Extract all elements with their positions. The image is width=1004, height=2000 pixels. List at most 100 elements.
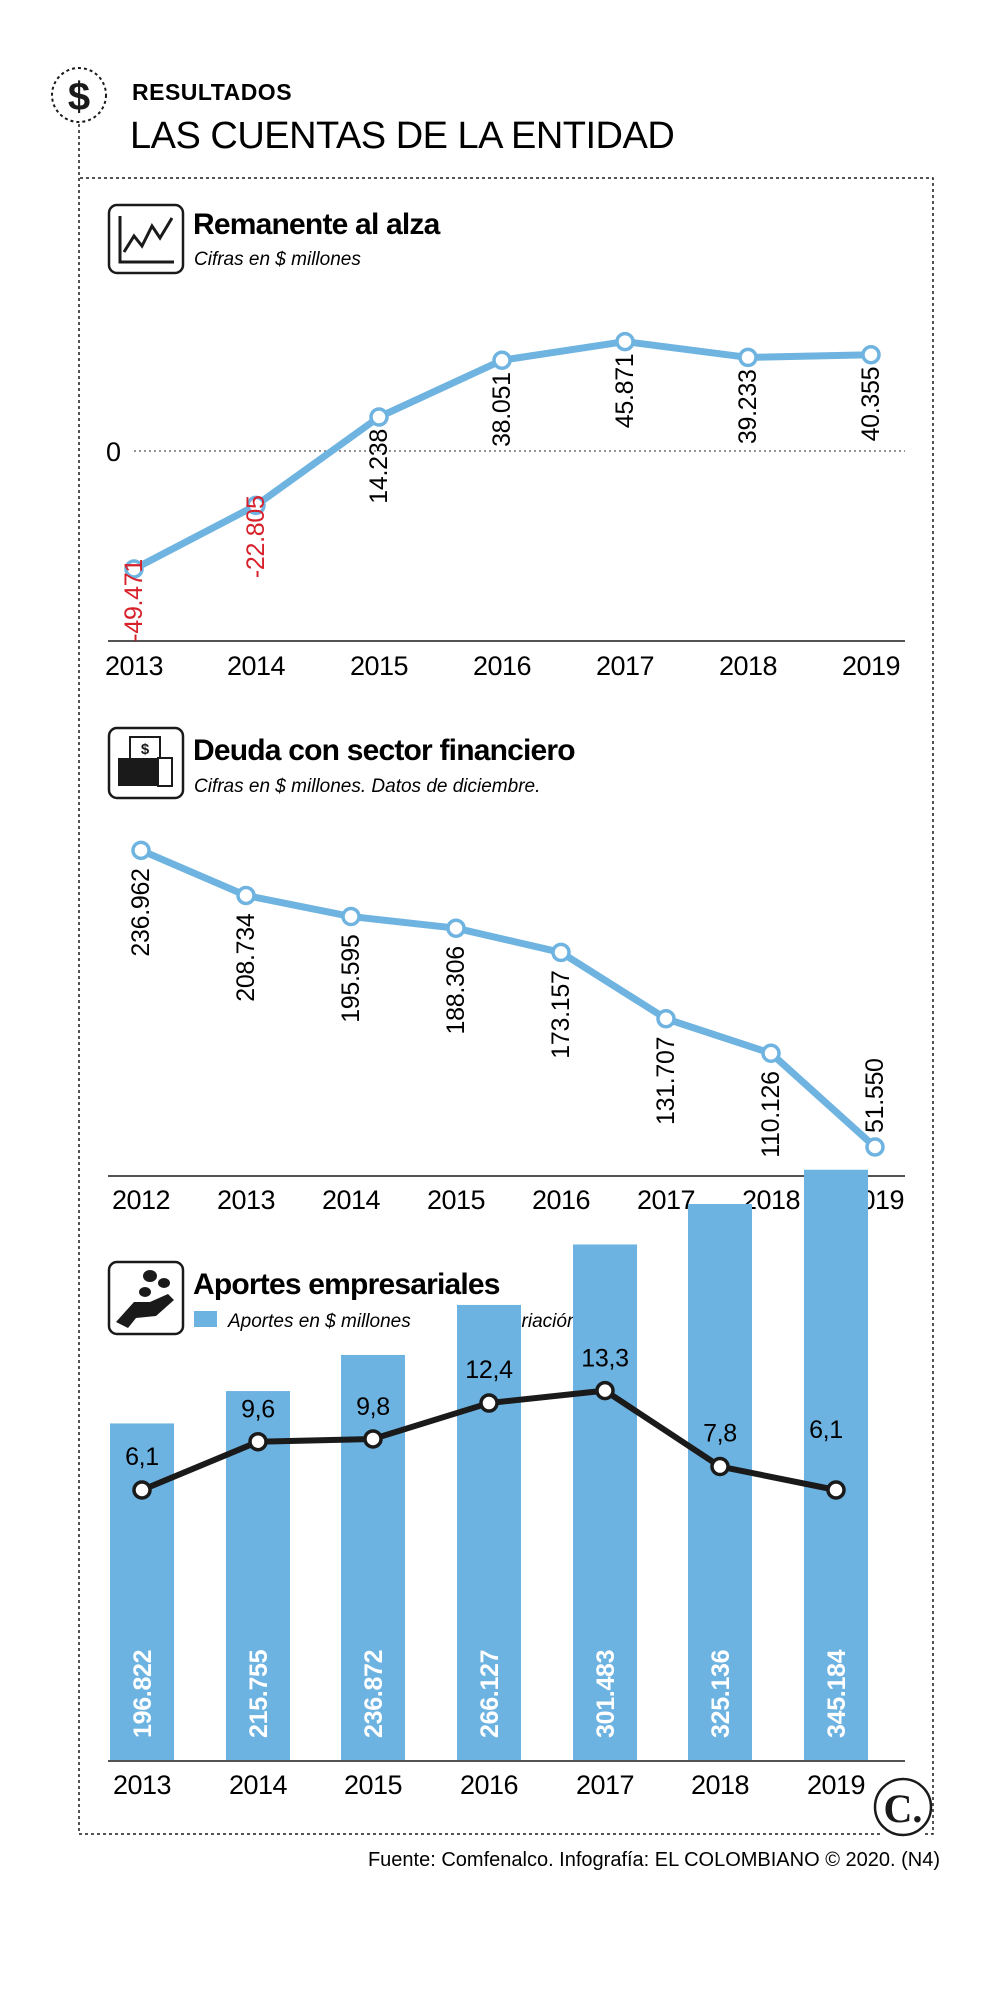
chart3-variation-point-2015 xyxy=(363,1429,383,1449)
chart1-value-label-2019: 40.355 xyxy=(857,367,885,442)
chart1-value-label-2014: -22.805 xyxy=(242,495,270,578)
chart3-variation-series xyxy=(132,1380,846,1500)
chart2-icon-box: $ xyxy=(107,726,185,800)
chart1-value-label-2018: 39.233 xyxy=(734,369,762,444)
chart2-x-axis: 2012 2013 2014 2015 2016 2017 2018 2019 xyxy=(112,1185,905,1215)
chart1-year-2018: 2018 xyxy=(719,651,777,681)
chart2-value-label-2015: 188.306 xyxy=(442,946,470,1034)
chart2-point-2017 xyxy=(656,1008,676,1029)
chart3-bar-label-2013: 196.822 xyxy=(129,1650,157,1738)
chart3-variation-point-2018 xyxy=(710,1456,730,1477)
chart3-year-2019: 2019 xyxy=(807,1770,865,1800)
chart2-point-2013 xyxy=(236,885,256,906)
chart3-variation-label-2017: 13,3 xyxy=(581,1345,628,1373)
dotted-frame xyxy=(78,124,934,1835)
chart1-point-2016 xyxy=(492,350,512,370)
chart1-series xyxy=(124,331,881,579)
chart1-point-2013 xyxy=(124,559,144,579)
chart3-legend: Aportes en $ millones Variación en % xyxy=(194,1311,626,1332)
chart3-year-2017: 2017 xyxy=(576,1770,634,1800)
chart2-subtitle: Cifras en $ millones. Datos de diciembre… xyxy=(194,776,540,797)
chart2-series xyxy=(131,840,885,1157)
chart3-bar-label-2018: 325.136 xyxy=(707,1650,735,1738)
chart1-point-2017 xyxy=(615,331,635,352)
chart3-variation-label-2015: 9,8 xyxy=(356,1393,390,1421)
chart2-value-label-2012: 236.962 xyxy=(127,868,155,956)
money-document-icon: $ xyxy=(118,736,173,787)
chart3-variation-point-2013 xyxy=(132,1480,152,1500)
chart3-title: Aportes empresariales xyxy=(193,1268,500,1301)
chart1-year-2017: 2017 xyxy=(596,651,654,681)
legend-bar-swatch xyxy=(194,1311,217,1327)
chart1-year-2019: 2019 xyxy=(842,651,900,681)
chart3-variation-label-2019: 6,1 xyxy=(809,1416,843,1444)
chart3-variation-point-2017 xyxy=(595,1380,615,1401)
dollar-icon: $ xyxy=(68,75,90,119)
chart3-variation-point-2016 xyxy=(479,1393,499,1413)
chart1-title: Remanente al alza xyxy=(193,208,441,241)
chart2-year-2013: 2013 xyxy=(217,1185,275,1215)
chart2-point-2019 xyxy=(865,1137,885,1157)
chart-deuda: $ Deuda con sector financiero Cifras en … xyxy=(107,726,905,1215)
logo-letter: C. xyxy=(884,1786,923,1831)
chart1-value-label-2015: 14.238 xyxy=(365,429,393,504)
chart3-bar-label-2015: 236.872 xyxy=(360,1650,388,1738)
chart1-x-axis: 2013 2014 2015 2016 2017 2018 2019 xyxy=(105,651,901,681)
dollar-badge-icon xyxy=(51,67,107,123)
logo-badge xyxy=(873,1777,933,1837)
legend-bars-label: Aportes en $ millones xyxy=(227,1311,411,1332)
chart3-variation-point-2019 xyxy=(826,1480,846,1500)
chart3-bar-label-2016: 266.127 xyxy=(476,1650,504,1738)
chart1-year-2015: 2015 xyxy=(350,651,408,681)
footer: C. Fuente: Comfenalco. Infografía: EL CO… xyxy=(368,1777,940,1871)
chart2-value-label-2019: 51.550 xyxy=(861,1058,889,1133)
chart3-bar-2018 xyxy=(688,1204,752,1760)
chart2-value-label-2018: 110.126 xyxy=(757,1071,785,1157)
chart2-value-label-2014: 195.595 xyxy=(337,935,365,1023)
chart3-bar-2019 xyxy=(804,1169,868,1760)
chart1-year-2013: 2013 xyxy=(105,651,163,681)
chart2-value-label-2013: 208.734 xyxy=(232,913,260,1002)
chart2-value-label-2016: 173.157 xyxy=(547,970,575,1058)
chart3-variation-label-2016: 12,4 xyxy=(465,1356,513,1384)
chart2-point-2012 xyxy=(131,840,151,861)
chart1-icon-box xyxy=(107,203,185,275)
chart3-bar-label-2017: 301.483 xyxy=(592,1650,620,1738)
chart2-year-2015: 2015 xyxy=(427,1185,485,1215)
hand-coins-icon xyxy=(116,1270,174,1328)
chart3-year-2016: 2016 xyxy=(460,1770,518,1800)
chart3-bar-2016 xyxy=(457,1304,521,1760)
chart1-zero-label: 0 xyxy=(106,437,121,467)
chart2-value-label-2017: 131.707 xyxy=(652,1037,680,1125)
chart1-point-2019 xyxy=(861,345,881,365)
chart1-value-label-2013: -49.471 xyxy=(120,559,148,642)
chart3-bar-2017 xyxy=(573,1244,637,1760)
chart3-variation-labels: 6,1 9,6 9,8 12,4 13,3 7,8 6,1 xyxy=(125,1345,843,1471)
chart3-year-2018: 2018 xyxy=(691,1770,749,1800)
chart1-value-labels: -49.471 -22.805 14.238 38.051 45.871 39.233 40… xyxy=(120,354,885,642)
chart3-x-axis: 2013 2014 2015 2016 2017 2018 2019 xyxy=(113,1770,866,1800)
chart2-point-2015 xyxy=(446,918,466,938)
chart1-point-2014 xyxy=(246,495,266,516)
chart2-year-2016: 2016 xyxy=(532,1185,590,1215)
chart-remanente: Remanente al alza Cifras en $ millones 0… xyxy=(105,203,905,681)
chart2-year-2017: 2017 xyxy=(637,1185,695,1215)
trend-chart-icon xyxy=(118,216,174,264)
chart2-point-2018 xyxy=(761,1043,781,1064)
chart3-variation-point-2014 xyxy=(248,1431,268,1452)
chart3-variation-label-2013: 6,1 xyxy=(125,1443,159,1471)
chart3-bar-label-2014: 215.755 xyxy=(245,1649,273,1738)
header: $ RESULTADOS LAS CUENTAS DE LA ENTIDAD xyxy=(51,67,675,157)
chart2-point-2014 xyxy=(341,906,361,927)
chart3-icon-box xyxy=(107,1260,185,1336)
chart1-year-2016: 2016 xyxy=(473,651,531,681)
chart-aportes: Aportes empresariales Aportes en $ millo… xyxy=(107,1169,905,1800)
chart1-value-label-2016: 38.051 xyxy=(488,372,516,447)
source-note: Fuente: Comfenalco. Infografía: EL COLOM… xyxy=(368,1849,940,1871)
chart1-year-2014: 2014 xyxy=(227,651,286,681)
chart1-value-label-2017: 45.871 xyxy=(611,354,639,429)
chart1-point-2015 xyxy=(369,407,389,427)
chart2-point-2016 xyxy=(551,942,571,963)
header-kicker: RESULTADOS xyxy=(132,79,292,105)
